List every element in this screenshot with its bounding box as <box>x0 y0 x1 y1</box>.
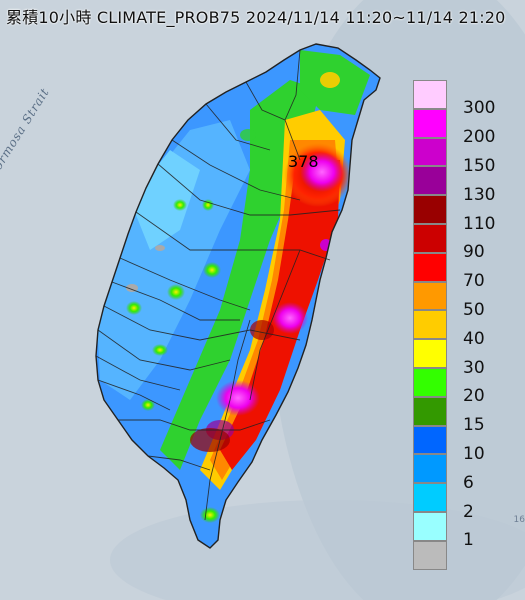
legend-swatch <box>413 454 447 484</box>
legend-swatch <box>413 80 447 109</box>
legend-label: 70 <box>463 271 485 292</box>
legend-label: 150 <box>463 156 496 176</box>
edge-number: 16 <box>513 515 525 525</box>
legend-label: 20 <box>463 386 485 407</box>
legend-swatch <box>413 540 447 570</box>
legend-swatch <box>413 281 447 311</box>
legend-swatch <box>413 368 447 397</box>
legend-swatch <box>413 195 447 224</box>
peak-central <box>272 302 308 334</box>
legend-swatch <box>413 166 447 196</box>
legend-swatch <box>413 339 447 368</box>
legend-label: 200 <box>463 127 496 148</box>
legend-label: 130 <box>463 184 496 205</box>
legend-swatch <box>413 310 447 340</box>
peak-south <box>216 380 260 416</box>
legend-label: 300 <box>463 98 496 119</box>
legend-swatch <box>413 425 447 455</box>
legend-swatch <box>413 483 447 512</box>
legend-label: 10 <box>463 444 485 464</box>
legend-label: 1 <box>463 530 474 551</box>
legend-label: 110 <box>463 213 496 234</box>
legend-label: 40 <box>463 328 485 349</box>
rainfall-legend: 300 200 150 130 110 90 70 50 40 30 20 15 10 6 2 1 <box>413 80 519 570</box>
legend-label: 6 <box>463 472 474 493</box>
legend-label: 50 <box>463 300 485 320</box>
legend-swatch <box>413 108 447 138</box>
legend-swatch <box>413 224 447 253</box>
legend-label: 2 <box>463 501 474 522</box>
max-value-label: 378 <box>288 152 319 171</box>
title-bar: 累積10小時 CLIMATE_PROB75 2024/11/14 11:20~1… <box>0 0 525 28</box>
map-title: 累積10小時 CLIMATE_PROB75 2024/11/14 11:20~1… <box>6 8 506 27</box>
peak-north <box>300 152 344 192</box>
legend-swatch <box>413 137 447 167</box>
legend-label: 15 <box>463 415 485 436</box>
legend-swatch <box>413 512 447 541</box>
county-borders <box>95 49 341 521</box>
legend-label: 90 <box>463 242 485 263</box>
legend-swatch <box>413 396 447 426</box>
legend-swatch <box>413 252 447 282</box>
legend-label: 30 <box>463 357 485 378</box>
